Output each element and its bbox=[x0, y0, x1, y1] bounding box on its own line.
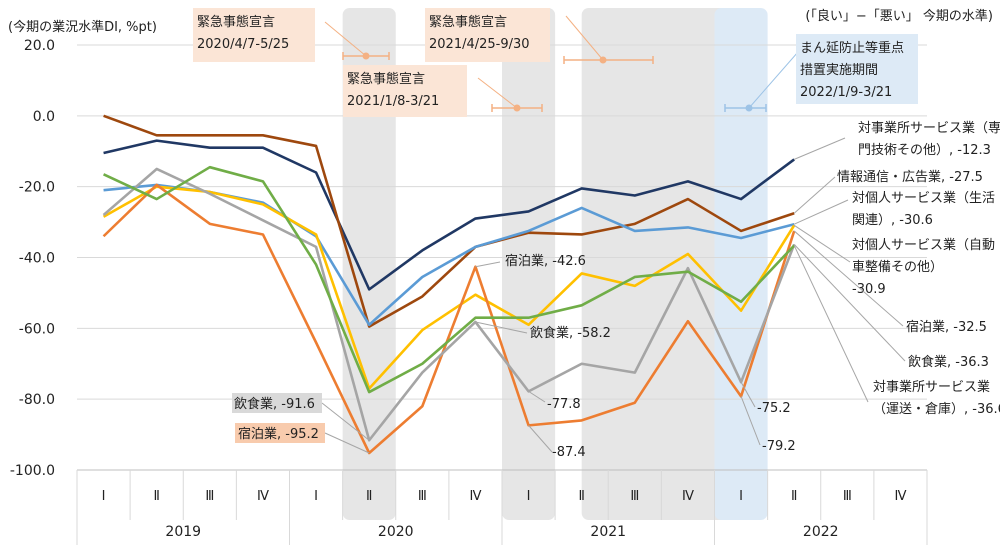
annotation-leader-7 bbox=[740, 396, 761, 446]
annotation-label-4: -77.8 bbox=[547, 397, 581, 412]
right-label-leader-5 bbox=[793, 244, 906, 362]
period-leader-0 bbox=[324, 21, 367, 57]
y-tick-label: -80.0 bbox=[19, 392, 55, 408]
annotation-label-7: -79.2 bbox=[762, 439, 796, 454]
right-label-leader-2 bbox=[793, 199, 849, 225]
x-tick-label: Ⅳ bbox=[894, 489, 906, 504]
right-label-0: 門技術その他）, -12.3 bbox=[858, 143, 991, 158]
period-leader-3 bbox=[748, 51, 799, 109]
annotation-leader-1 bbox=[324, 432, 370, 454]
annotation-label-5: -87.4 bbox=[552, 445, 586, 460]
period-box-text: まん延防止等重点 bbox=[800, 40, 904, 56]
right-label-6: 対事業所サービス業 bbox=[873, 379, 990, 395]
shaded-period-3 bbox=[714, 8, 768, 520]
right-label-3: 対個人サービス業（自動 bbox=[852, 237, 995, 253]
period-box-text: 緊急事態宣言 bbox=[429, 14, 507, 30]
annotation-leader-2 bbox=[475, 261, 501, 268]
y-tick-label: -60.0 bbox=[19, 321, 55, 337]
year-label: 2021 bbox=[590, 524, 626, 540]
x-tick-label: Ⅱ bbox=[578, 489, 584, 504]
annotation-label-2: 宿泊業, -42.6 bbox=[505, 253, 586, 269]
period-box-text: 2021/4/25-9/30 bbox=[429, 37, 530, 52]
right-label-2: 関連）, -30.6 bbox=[852, 213, 933, 228]
x-tick-label: Ⅰ bbox=[314, 489, 318, 504]
y-tick-label: -100.0 bbox=[10, 463, 55, 479]
right-label-3: 車整備その他） bbox=[852, 259, 943, 275]
right-label-2: 対個人サービス業（生活 bbox=[852, 190, 995, 206]
series-line-6 bbox=[103, 165, 796, 394]
right-label-6: （運送・倉庫）, -36.6 bbox=[873, 402, 1000, 417]
y-tick-label: -40.0 bbox=[19, 251, 55, 267]
annotation-label-3: 飲食業, -58.2 bbox=[530, 325, 611, 341]
period-box-text: 緊急事態宣言 bbox=[197, 14, 275, 30]
annotation-leader-6 bbox=[740, 381, 756, 408]
y-tick-label: -20.0 bbox=[19, 180, 55, 196]
period-box-text: 緊急事態宣言 bbox=[347, 71, 425, 87]
right-label-leader-1 bbox=[793, 176, 836, 214]
annotation-box-1 bbox=[235, 423, 325, 443]
right-label-leader-3 bbox=[793, 224, 851, 263]
period-box-text: 2021/1/8-3/21 bbox=[347, 94, 439, 109]
period-box-text: 2020/4/7-5/25 bbox=[197, 37, 289, 52]
period-leader-1 bbox=[477, 77, 518, 109]
right-label-3: -30.9 bbox=[852, 282, 886, 297]
x-tick-label: Ⅱ bbox=[366, 489, 372, 504]
shaded-period-2 bbox=[581, 8, 742, 520]
annotation-leader-4 bbox=[528, 390, 546, 403]
x-tick-label: Ⅰ bbox=[102, 489, 106, 504]
x-tick-label: Ⅰ bbox=[527, 489, 531, 504]
x-tick-label: Ⅰ bbox=[739, 489, 743, 504]
annotation-label-1: 宿泊業, -95.2 bbox=[238, 426, 319, 442]
unit-label: (今期の業況水準DI, %pt) bbox=[8, 19, 157, 35]
series-line-5 bbox=[102, 167, 796, 442]
y-tick-label: 20.0 bbox=[24, 38, 55, 54]
period-box-2 bbox=[425, 8, 550, 62]
series-line-1 bbox=[103, 114, 795, 328]
top-right-note: (「良い」−「悪い」 今期の水準) bbox=[805, 8, 993, 24]
annotation-leader-5 bbox=[528, 425, 553, 453]
right-label-leader-6 bbox=[793, 245, 869, 403]
annotation-label-6: -75.2 bbox=[757, 401, 791, 416]
annotation-leader-3 bbox=[475, 321, 528, 334]
period-box-text: 措置実施期間 bbox=[800, 62, 878, 78]
period-leader-2 bbox=[565, 15, 604, 61]
series-line-3 bbox=[102, 185, 796, 390]
annotation-box-0 bbox=[232, 393, 322, 413]
year-label: 2019 bbox=[165, 524, 201, 540]
right-label-0: 対事業所サービス業（専 bbox=[858, 120, 1000, 136]
right-label-4: 宿泊業, -32.5 bbox=[906, 319, 987, 335]
x-tick-label: Ⅲ bbox=[630, 489, 639, 504]
x-tick-label: Ⅲ bbox=[843, 489, 852, 504]
period-box-text: 2022/1/9-3/21 bbox=[800, 85, 892, 100]
x-tick-label: Ⅲ bbox=[418, 489, 427, 504]
annotation-leader-0 bbox=[321, 402, 370, 441]
x-tick-label: Ⅳ bbox=[682, 489, 694, 504]
right-label-leader-4 bbox=[793, 230, 904, 327]
x-tick-label: Ⅳ bbox=[257, 489, 269, 504]
x-tick-label: Ⅳ bbox=[469, 489, 481, 504]
series-line-0 bbox=[103, 139, 795, 291]
x-tick-label: Ⅱ bbox=[791, 489, 797, 504]
year-label: 2020 bbox=[378, 524, 414, 540]
series-line-4 bbox=[102, 183, 796, 455]
right-label-leader-0 bbox=[793, 137, 846, 160]
annotation-label-0: 飲食業, -91.6 bbox=[234, 396, 315, 412]
shaded-period-1 bbox=[502, 8, 556, 520]
period-box-1 bbox=[343, 65, 467, 117]
right-label-5: 飲食業, -36.3 bbox=[908, 354, 989, 370]
x-tick-label: Ⅲ bbox=[205, 489, 214, 504]
period-box-3 bbox=[796, 34, 918, 104]
period-box-0 bbox=[193, 8, 315, 62]
x-tick-label: Ⅱ bbox=[153, 489, 159, 504]
y-tick-label: 0.0 bbox=[33, 109, 55, 125]
year-label: 2022 bbox=[803, 524, 839, 540]
right-label-1: 情報通信・広告業, -27.5 bbox=[837, 169, 983, 185]
